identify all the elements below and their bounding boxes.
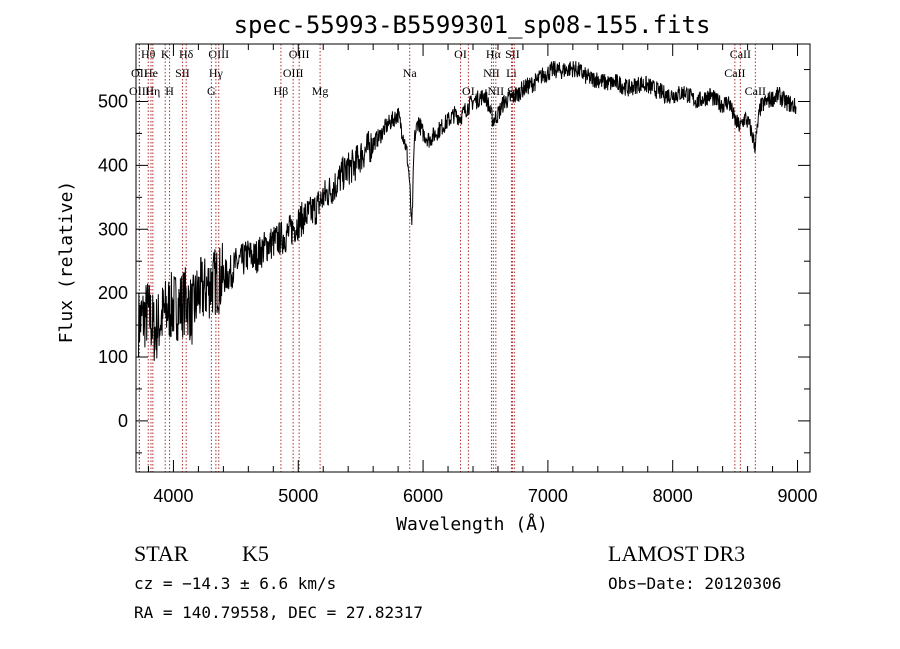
- line-label-15: Mg: [312, 84, 329, 98]
- line-label-14: OIII: [283, 66, 304, 80]
- x-tick-label-2: 6000: [403, 486, 443, 506]
- object-subclass: K5: [242, 541, 269, 566]
- line-label-26: CaII: [724, 66, 745, 80]
- observation-date: Obs−Date: 20120306: [608, 574, 781, 593]
- x-tick-label-5: 9000: [777, 486, 817, 506]
- redshift-velocity: cz = −14.3 ± 6.6 km/s: [134, 574, 336, 593]
- y-tick-label-5: 500: [98, 91, 128, 111]
- y-tick-label-4: 400: [98, 155, 128, 175]
- line-label-25: CaII: [730, 47, 751, 61]
- line-label-17: OI: [454, 47, 467, 61]
- y-tick-label-0: 0: [118, 411, 128, 431]
- line-label-7: SII: [175, 66, 190, 80]
- x-tick-label-4: 8000: [653, 486, 693, 506]
- y-tick-label-3: 300: [98, 219, 128, 239]
- y-tick-label-2: 200: [98, 283, 128, 303]
- line-label-4: K: [161, 47, 170, 61]
- line-label-22: SII: [505, 47, 520, 61]
- line-label-9: OIII: [208, 47, 229, 61]
- line-label-16: Na: [403, 66, 418, 80]
- line-label-13: OIII: [289, 47, 310, 61]
- spectrum-trace: [138, 60, 797, 361]
- line-label-11: G: [207, 84, 216, 98]
- line-label-18: OI: [462, 84, 475, 98]
- line-label-19: Hα: [486, 47, 502, 61]
- survey-name: LAMOST DR3: [608, 541, 745, 566]
- x-tick-label-1: 5000: [278, 486, 318, 506]
- line-label-8: Hδ: [179, 47, 194, 61]
- line-label-2: OIII: [129, 84, 150, 98]
- line-label-6: Hη: [145, 84, 160, 98]
- line-label-3: He: [144, 66, 158, 80]
- x-tick-label-3: 7000: [528, 486, 568, 506]
- coordinates: RA = 140.79558, DEC = 27.82317: [134, 603, 423, 622]
- line-label-10: Hγ: [209, 66, 224, 80]
- line-label-1: Hθ: [141, 47, 156, 61]
- y-axis-label: Flux (relative): [56, 181, 77, 344]
- x-axis-label: Wavelength (Å): [396, 513, 548, 535]
- object-class: STAR: [134, 541, 189, 566]
- chart-title: spec-55993-B5599301_sp08-155.fits: [234, 11, 711, 39]
- line-label-12: Hβ: [274, 84, 289, 98]
- line-label-21: NII: [488, 84, 505, 98]
- line-label-23: Li: [506, 66, 517, 80]
- line-label-27: CaII: [745, 84, 766, 98]
- x-tick-label-0: 4000: [153, 486, 193, 506]
- y-tick-label-1: 100: [98, 347, 128, 367]
- line-label-20: NII: [483, 66, 500, 80]
- line-label-5: H: [165, 84, 174, 98]
